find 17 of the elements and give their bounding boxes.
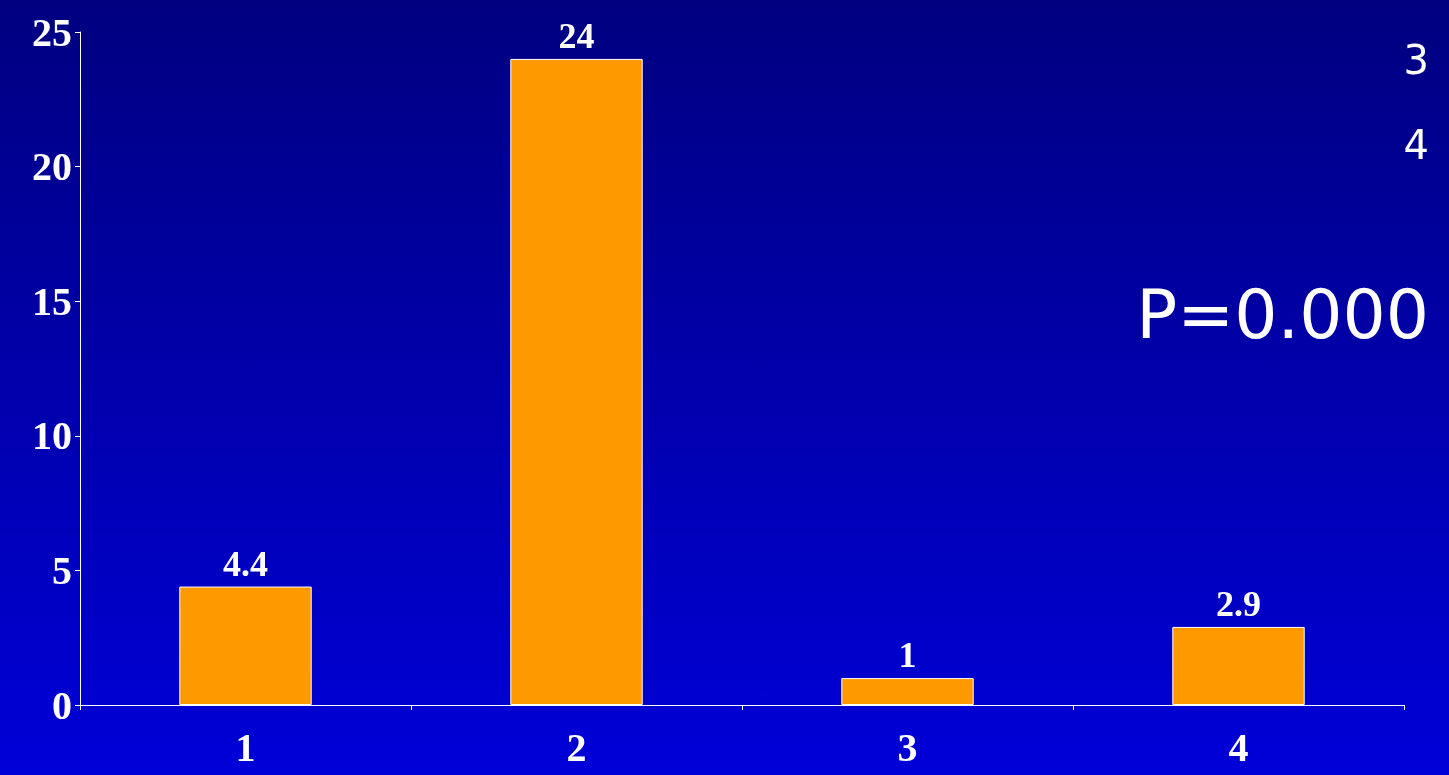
data-label: 24 (558, 15, 595, 56)
annotation: 3 (1403, 37, 1429, 83)
annotation: P=0.000 (1136, 274, 1429, 354)
y-tick-label: 20 (32, 144, 72, 190)
data-label: 2.9 (1216, 583, 1261, 624)
x-tick-label: 3 (897, 724, 918, 770)
y-tick-label: 10 (32, 413, 72, 459)
data-label: 4.4 (223, 543, 268, 584)
y-tick-label: 15 (32, 278, 72, 324)
x-tick-label: 1 (235, 724, 256, 770)
y-tick-label: 25 (32, 9, 72, 55)
data-label: 1 (898, 635, 917, 676)
x-tick-label: 4 (1228, 724, 1249, 770)
x-tick-label: 2 (566, 724, 587, 770)
y-tick-label: 5 (52, 547, 72, 593)
y-tick-label: 0 (52, 682, 72, 728)
annotation: 4 (1403, 122, 1429, 168)
